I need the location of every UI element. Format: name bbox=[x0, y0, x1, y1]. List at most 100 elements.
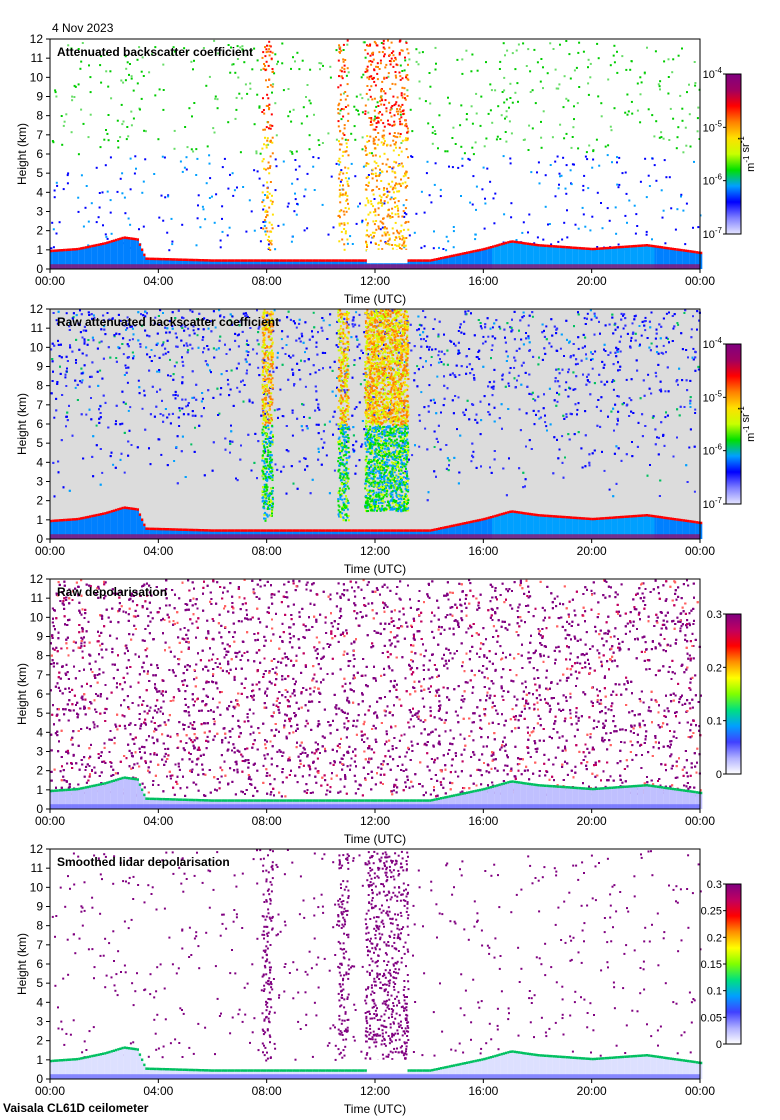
noise-pixel bbox=[689, 396, 692, 399]
noise-pixel bbox=[352, 448, 355, 451]
noise-pixel bbox=[508, 371, 511, 374]
noise-pixel bbox=[463, 320, 466, 323]
boundary-layer-edge bbox=[307, 259, 311, 262]
noise-pixel bbox=[617, 410, 620, 413]
boundary-layer-edge bbox=[459, 252, 462, 256]
cloud-pixel bbox=[375, 65, 378, 68]
noise-pixel bbox=[206, 319, 209, 322]
noise-pixel bbox=[583, 317, 586, 320]
noise-pixel bbox=[255, 352, 258, 355]
boundary-layer-edge bbox=[225, 259, 228, 262]
noise-pixel bbox=[504, 131, 507, 133]
noise-pixel bbox=[99, 416, 102, 419]
noise-pixel bbox=[561, 435, 564, 438]
boundary-layer-column bbox=[550, 246, 553, 269]
noise-pixel bbox=[424, 100, 427, 103]
cloud-pixel bbox=[400, 92, 403, 95]
noise-pixel bbox=[559, 175, 561, 178]
noise-pixel bbox=[379, 228, 382, 231]
boundary-layer-edge bbox=[95, 243, 98, 247]
boundary-layer-edge bbox=[229, 259, 233, 262]
noise-pixel bbox=[696, 328, 698, 331]
noise-pixel bbox=[238, 320, 241, 323]
noise-pixel bbox=[383, 357, 386, 360]
noise-pixel bbox=[614, 322, 617, 325]
noise-pixel bbox=[125, 320, 128, 322]
noise-pixel bbox=[162, 420, 165, 423]
boundary-layer-column bbox=[570, 248, 573, 269]
cloud-pixel bbox=[401, 215, 404, 218]
noise-pixel bbox=[80, 367, 83, 370]
boundary-layer-edge bbox=[190, 258, 194, 262]
noise-pixel bbox=[533, 423, 536, 426]
noise-pixel bbox=[406, 89, 409, 92]
noise-pixel bbox=[319, 68, 321, 71]
boundary-layer-edge bbox=[674, 248, 677, 251]
noise-pixel bbox=[428, 72, 431, 74]
noise-pixel bbox=[258, 106, 261, 109]
noise-pixel bbox=[74, 85, 77, 88]
cloud-pixel bbox=[339, 192, 342, 195]
noise-pixel bbox=[351, 323, 354, 326]
noise-pixel bbox=[129, 157, 132, 160]
boundary-layer-edge bbox=[242, 259, 246, 262]
cloud-pixel bbox=[374, 128, 377, 131]
cloud-pixel bbox=[367, 44, 370, 47]
noise-pixel bbox=[569, 356, 572, 359]
boundary-layer-edge bbox=[630, 245, 633, 248]
cloud-pixel bbox=[380, 180, 383, 182]
noise-pixel bbox=[88, 385, 91, 388]
cloud-pixel bbox=[271, 152, 274, 155]
cloud-pixel bbox=[366, 76, 369, 79]
noise-pixel bbox=[257, 440, 260, 443]
boundary-layer-column bbox=[613, 248, 616, 269]
noise-pixel bbox=[102, 394, 105, 397]
noise-pixel bbox=[282, 465, 285, 468]
cloud-pixel bbox=[394, 171, 397, 174]
noise-pixel bbox=[339, 451, 342, 454]
noise-pixel bbox=[135, 167, 137, 170]
noise-pixel bbox=[461, 58, 464, 61]
noise-pixel bbox=[158, 370, 161, 373]
cloud-pixel bbox=[371, 231, 374, 234]
noise-pixel bbox=[192, 150, 195, 153]
noise-pixel bbox=[527, 48, 530, 51]
noise-pixel bbox=[479, 325, 482, 328]
noise-pixel bbox=[573, 118, 575, 121]
noise-pixel bbox=[453, 456, 456, 459]
noise-pixel bbox=[522, 343, 525, 346]
boundary-layer-edge bbox=[54, 249, 57, 252]
noise-pixel bbox=[225, 353, 228, 355]
cloud-pixel bbox=[266, 137, 269, 140]
noise-pixel bbox=[422, 365, 424, 368]
cloud-pixel bbox=[372, 76, 375, 79]
noise-pixel bbox=[489, 83, 492, 86]
cloud-pixel bbox=[370, 85, 373, 88]
cloud-pixel bbox=[392, 191, 395, 194]
noise-pixel bbox=[681, 47, 683, 50]
boundary-layer-edge bbox=[327, 259, 330, 262]
noise-pixel bbox=[542, 407, 545, 410]
noise-pixel bbox=[99, 448, 102, 450]
noise-pixel bbox=[104, 233, 107, 236]
noise-pixel bbox=[616, 395, 619, 397]
boundary-layer-column bbox=[580, 249, 584, 269]
noise-pixel bbox=[425, 360, 427, 363]
cloud-pixel bbox=[344, 177, 347, 180]
noise-pixel bbox=[586, 158, 589, 161]
boundary-layer-column bbox=[557, 247, 560, 269]
noise-pixel bbox=[126, 327, 129, 330]
noise-pixel bbox=[685, 202, 688, 205]
boundary-layer-edge bbox=[414, 259, 417, 262]
cloud-pixel bbox=[340, 143, 343, 146]
noise-pixel bbox=[100, 55, 103, 58]
cloud-pixel bbox=[271, 68, 274, 70]
noise-pixel bbox=[302, 403, 305, 406]
boundary-layer-column bbox=[578, 248, 581, 269]
noise-pixel bbox=[435, 62, 437, 65]
noise-pixel bbox=[50, 392, 53, 395]
cloud-pixel bbox=[390, 57, 393, 60]
noise-pixel bbox=[107, 346, 110, 349]
noise-pixel bbox=[99, 369, 102, 372]
noise-pixel bbox=[544, 205, 547, 208]
